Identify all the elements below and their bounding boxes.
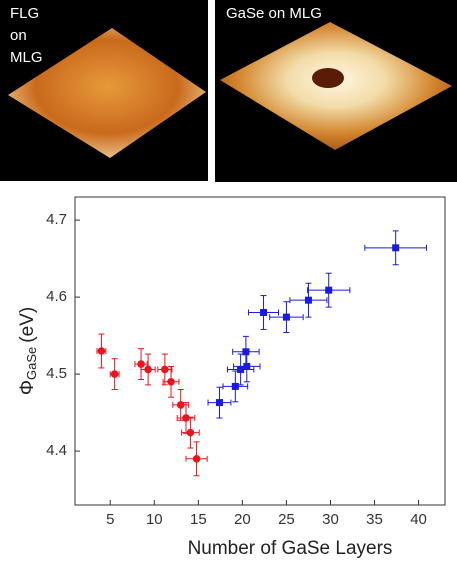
marker — [144, 365, 152, 374]
panel-label: GaSe on MLG — [226, 5, 322, 22]
y-axis-label: ΦGaSe (eV) — [17, 307, 39, 395]
x-tick-label: 30 — [322, 511, 339, 528]
marker — [182, 414, 190, 422]
marker — [243, 362, 251, 370]
afm-surface — [8, 28, 206, 158]
x-tick-label: 20 — [234, 511, 251, 528]
marker — [110, 370, 119, 378]
marker — [137, 360, 145, 368]
marker — [215, 399, 223, 407]
plot-frame — [74, 196, 446, 506]
marker — [192, 455, 201, 463]
x-tick-label: 40 — [410, 511, 427, 528]
x-tick-label: 5 — [106, 511, 114, 528]
marker — [237, 365, 245, 373]
marker — [176, 401, 185, 409]
marker — [97, 347, 106, 355]
y-tick-label: 4.7 — [46, 211, 67, 228]
panel-label: MLG — [10, 49, 43, 66]
marker — [231, 382, 239, 390]
panel-label: on — [10, 27, 27, 44]
y-tick-label: 4.6 — [46, 288, 67, 305]
y-tick-label: 4.4 — [46, 442, 67, 459]
y-tick-label: 4.5 — [46, 365, 67, 382]
x-tick-label: 15 — [190, 511, 207, 528]
marker — [186, 428, 195, 437]
x-axis-label: Number of GaSe Layers — [188, 538, 393, 559]
x-tick-label: 35 — [366, 511, 383, 528]
marker — [282, 313, 290, 321]
x-tick-label: 10 — [146, 511, 163, 528]
marker — [161, 365, 169, 374]
y-label-unit: (eV) — [17, 307, 38, 343]
marker — [260, 309, 268, 316]
marker — [392, 244, 400, 252]
y-label-symbol: Φ — [17, 380, 38, 395]
marker — [304, 296, 312, 304]
y-label-sub: GaSe — [24, 347, 39, 380]
marker — [242, 348, 250, 356]
marker — [167, 378, 175, 386]
panel-label: FLG — [10, 5, 39, 22]
x-tick-label: 25 — [278, 511, 295, 528]
afm-hole — [312, 68, 344, 88]
marker — [325, 286, 333, 294]
